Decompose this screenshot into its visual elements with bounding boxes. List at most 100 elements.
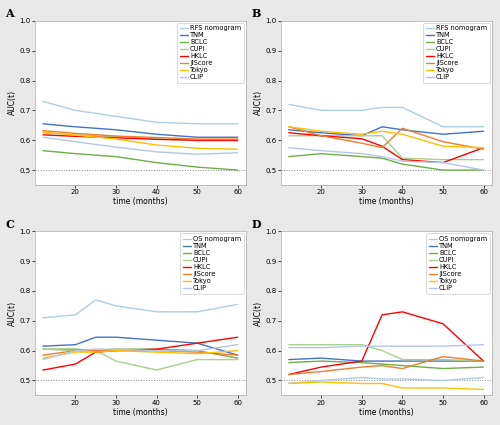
JIScore [359,141,365,146]
Tokyo [379,129,385,134]
Line: RFS nomogram: RFS nomogram [43,102,238,124]
JIScore [234,353,240,358]
Tokyo [480,145,486,150]
CLIP [40,357,46,362]
Tokyo [194,146,200,151]
JIScore [234,136,240,142]
Legend: RFS nomogram, TNM, BCLC, CUPI, HKLC, JIScore, Tokyo, CLIP: RFS nomogram, TNM, BCLC, CUPI, HKLC, JIS… [423,23,490,83]
TNM [234,353,240,358]
Tokyo [286,124,292,129]
Tokyo [40,129,46,134]
Y-axis label: AUC(t): AUC(t) [8,91,18,116]
Line: Tokyo: Tokyo [289,382,484,389]
OS nomogram [400,377,406,382]
Line: CUPI: CUPI [289,345,484,361]
TNM [286,357,292,362]
TNM [40,344,46,349]
HKLC [400,309,406,314]
CLIP [440,344,446,349]
JIScore [286,124,292,129]
JIScore [286,372,292,377]
TNM [113,334,119,340]
TNM [154,132,160,137]
JIScore [440,354,446,359]
HKLC [113,135,119,140]
TNM [400,359,406,364]
X-axis label: time (months): time (months) [359,408,414,416]
X-axis label: time (months): time (months) [113,408,168,416]
JIScore [72,348,78,353]
CLIP [400,344,406,349]
Tokyo [286,381,292,386]
CUPI [234,138,240,143]
HKLC [194,340,200,346]
Tokyo [40,356,46,361]
RFS nomogram [440,124,446,129]
Line: RFS nomogram: RFS nomogram [289,105,484,127]
Line: Tokyo: Tokyo [289,127,484,147]
CLIP [379,344,385,349]
X-axis label: time (months): time (months) [113,197,168,206]
TNM [72,342,78,347]
CLIP [379,154,385,159]
BCLC [234,356,240,361]
Tokyo [92,350,98,355]
Line: JIScore: JIScore [289,357,484,374]
OS nomogram [234,302,240,307]
BCLC [480,167,486,173]
TNM [40,121,46,126]
JIScore [40,128,46,133]
HKLC [154,137,160,142]
Line: CLIP: CLIP [289,345,484,348]
Line: BCLC: BCLC [43,151,238,170]
TNM [286,127,292,132]
RFS nomogram [113,114,119,119]
TNM [480,359,486,364]
HKLC [92,350,98,355]
OS nomogram [113,303,119,309]
HKLC [379,144,385,149]
Legend: RFS nomogram, TNM, BCLC, CUPI, HKLC, JIScore, Tokyo, CLIP: RFS nomogram, TNM, BCLC, CUPI, HKLC, JIS… [178,23,244,83]
Text: C: C [6,218,14,230]
Line: TNM: TNM [289,358,484,361]
HKLC [359,359,365,364]
JIScore [194,350,200,355]
Line: Tokyo: Tokyo [43,132,238,149]
Tokyo [154,142,160,147]
HKLC [72,362,78,367]
Text: D: D [251,218,261,230]
Legend: OS nomogram, TNM, BCLC, CUPI, HKLC, JIScore, Tokyo, CLIP: OS nomogram, TNM, BCLC, CUPI, HKLC, JISc… [180,233,244,294]
JIScore [40,353,46,358]
HKLC [480,359,486,364]
TNM [400,127,406,132]
CUPI [400,156,406,161]
CUPI [359,342,365,347]
Tokyo [480,387,486,392]
CUPI [113,134,119,139]
Tokyo [318,380,324,385]
Y-axis label: AUC(t): AUC(t) [254,301,263,326]
JIScore [154,135,160,140]
Tokyo [113,348,119,353]
CLIP [318,148,324,153]
TNM [318,130,324,135]
JIScore [318,133,324,138]
JIScore [359,365,365,370]
BCLC [286,154,292,159]
BCLC [480,365,486,370]
Tokyo [379,381,385,386]
Tokyo [194,351,200,356]
HKLC [359,136,365,141]
Line: OS nomogram: OS nomogram [289,377,484,383]
HKLC [234,138,240,143]
TNM [72,124,78,129]
TNM [379,359,385,364]
HKLC [440,160,446,165]
CLIP [318,345,324,350]
BCLC [400,162,406,167]
BCLC [440,167,446,173]
OS nomogram [194,309,200,314]
OS nomogram [92,298,98,303]
CLIP [480,167,486,173]
CUPI [440,357,446,362]
